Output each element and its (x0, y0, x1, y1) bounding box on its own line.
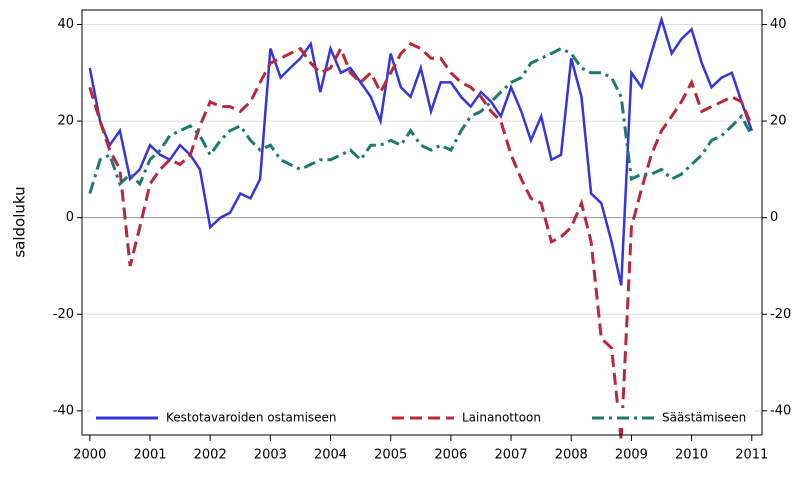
x-tick-label: 2000 (73, 448, 106, 463)
x-tick-label: 2006 (434, 448, 467, 463)
x-tick-label: 2007 (495, 448, 528, 463)
y-tick-label: 0 (66, 210, 74, 225)
x-tick-label: 2009 (615, 448, 648, 463)
x-tick-label: 2008 (555, 448, 588, 463)
legend-label: Kestotavaroiden ostamiseen (166, 411, 337, 425)
x-tick-label: 2011 (735, 448, 768, 463)
y2-tick-label: 20 (770, 114, 787, 129)
legend-label: Säästämiseen (662, 411, 746, 425)
y-tick-label: 40 (57, 17, 74, 32)
x-tick-label: 2002 (194, 448, 227, 463)
plot-frame (81, 9, 763, 436)
legend-label: Lainanottoon (462, 411, 541, 425)
series-line (88, 15, 753, 286)
y2-tick-label: 0 (770, 210, 778, 225)
y-tick-label: 20 (57, 114, 74, 129)
x-tick-label: 2003 (254, 448, 287, 463)
x-tick-label: 2005 (374, 448, 407, 463)
y2-tick-label: -20 (770, 307, 791, 322)
x-tick-label: 2004 (314, 448, 347, 463)
y2-tick-label: -40 (770, 403, 791, 418)
y2-tick-label: 40 (770, 17, 787, 32)
y-tick-label: -40 (53, 403, 74, 418)
y-tick-label: -20 (53, 307, 74, 322)
x-tick-label: 2001 (133, 448, 166, 463)
x-tick-label: 2010 (675, 448, 708, 463)
y-axis-label: saldoluku (11, 186, 29, 257)
